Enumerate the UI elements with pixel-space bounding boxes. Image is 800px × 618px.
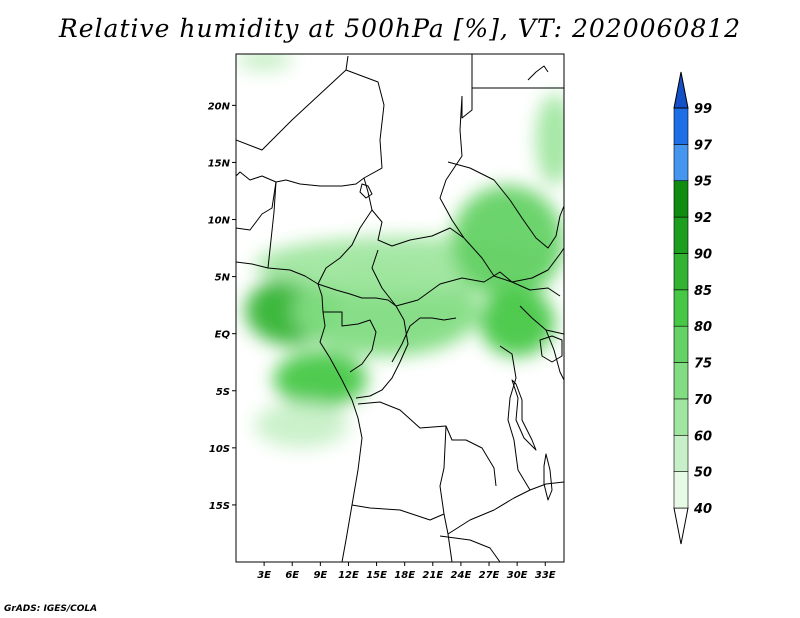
humidity-region-lake-victoria-region [479, 288, 555, 357]
coastline-west [236, 261, 363, 562]
colorbar-level-label: 80 [694, 320, 712, 335]
colorbar-segment [673, 398, 689, 436]
map-title: Relative humidity at 500hPa [%], VT: 202… [58, 14, 742, 43]
lat-tick-label: 5N [215, 273, 231, 284]
niger-chad-border [345, 55, 385, 179]
lon-tick-label: 33E [535, 570, 556, 581]
chad-sudan-border [439, 95, 465, 239]
sudan-south-sudan-border [463, 237, 564, 283]
lon-tick-label: 18E [394, 570, 415, 581]
colorbar-level-label: 50 [694, 466, 712, 481]
congo-drc-border [355, 305, 409, 399]
lon-tick-label: 12E [338, 570, 359, 581]
colorbar-level-label: 97 [694, 138, 713, 153]
lake-malawi [543, 453, 553, 501]
colorbar-segment [673, 362, 689, 400]
lon-tick-label: 27E [479, 570, 500, 581]
drc-angola-border [357, 401, 497, 487]
grads-credit: GrADS: IGES/COLA [4, 604, 98, 614]
colorbar-segment [673, 180, 689, 218]
lat-tick-label: 5S [216, 387, 230, 398]
zambia-border [447, 481, 564, 535]
lon-tick-label: 15E [366, 570, 387, 581]
colorbar-level-label: 40 [693, 502, 712, 517]
car-south-border [371, 249, 561, 307]
libya-egypt-border [461, 54, 473, 119]
ethiopia-border [447, 161, 564, 249]
colorbar-upper-extension [673, 71, 689, 109]
lat-tick-label: 10S [209, 444, 230, 455]
car-north-border [371, 209, 465, 247]
lat-tick-label: 15N [208, 158, 231, 169]
country-borders [236, 54, 564, 562]
humidity-region-east-african-band [451, 185, 564, 300]
lon-tick-label: 21E [422, 570, 443, 581]
latitude-axis: 20N 15N 10N 5N EQ 5S 10S 15S [208, 101, 236, 512]
lon-tick-label: 30E [507, 570, 528, 581]
colorbar-level-label: 95 [694, 175, 712, 190]
colorbar-level-label: 92 [694, 211, 712, 226]
colorbar-segment [673, 107, 689, 145]
gabon-congo-border [323, 311, 377, 373]
humidity-field [236, 54, 564, 448]
colorbar-level-label: 70 [694, 393, 712, 408]
lat-tick-label: 15S [209, 501, 230, 512]
humidity-region-red-sea-coast [535, 93, 564, 186]
humidity-region-gabon-coast [273, 350, 368, 408]
mali-border [236, 171, 277, 231]
colorbar-lower-extension [673, 507, 689, 545]
colorbar-segment [673, 325, 689, 363]
colorbar-segment [673, 289, 689, 327]
colorbar-level-label: 75 [694, 357, 712, 372]
lake-victoria [539, 335, 563, 363]
colorbar-level-label: 60 [694, 429, 712, 444]
colorbar-segment [673, 434, 689, 472]
uganda-kenya-border [519, 305, 564, 335]
humidity-region-north-sahara-patch [236, 54, 293, 72]
colorbar-segment [673, 144, 689, 182]
colorbar: 40 50 60 70 75 80 85 90 92 95 97 99 [673, 71, 713, 545]
algeria-niger-border [236, 69, 347, 151]
plot-frame [235, 53, 565, 563]
lon-tick-label: 3E [257, 570, 271, 581]
lon-tick-label: 9E [313, 570, 327, 581]
tanzania-border [545, 329, 564, 381]
colorbar-segment [673, 253, 689, 291]
lat-tick-label: 20N [208, 101, 231, 112]
namibia-border [351, 504, 445, 521]
angola-zambia-border [439, 425, 453, 562]
benin-nigeria-border [267, 181, 277, 269]
colorbar-segment [673, 471, 689, 509]
lon-tick-label: 24E [451, 570, 472, 581]
colorbar-level-label: 99 [694, 102, 712, 117]
lat-tick-label: EQ [215, 330, 231, 341]
lon-tick-label: 6E [285, 570, 299, 581]
colorbar-segment [673, 216, 689, 254]
colorbar-level-label: 90 [694, 247, 712, 262]
humidity-region-southwest-tail [254, 402, 349, 448]
lake-tanganyika [511, 379, 537, 451]
cameroon-gabon-border [317, 283, 397, 307]
longitude-axis: 3E 6E 9E 12E 15E 18E 21E 24E 27E 30E 33E [257, 562, 556, 581]
lake-chad [359, 183, 373, 199]
colorbar-level-label: 85 [694, 284, 712, 299]
drc-east-border [499, 345, 531, 491]
congo-river [391, 317, 457, 363]
botswana-border [439, 535, 501, 562]
lat-tick-label: 10N [208, 216, 231, 227]
red-sea-coast [527, 65, 549, 81]
